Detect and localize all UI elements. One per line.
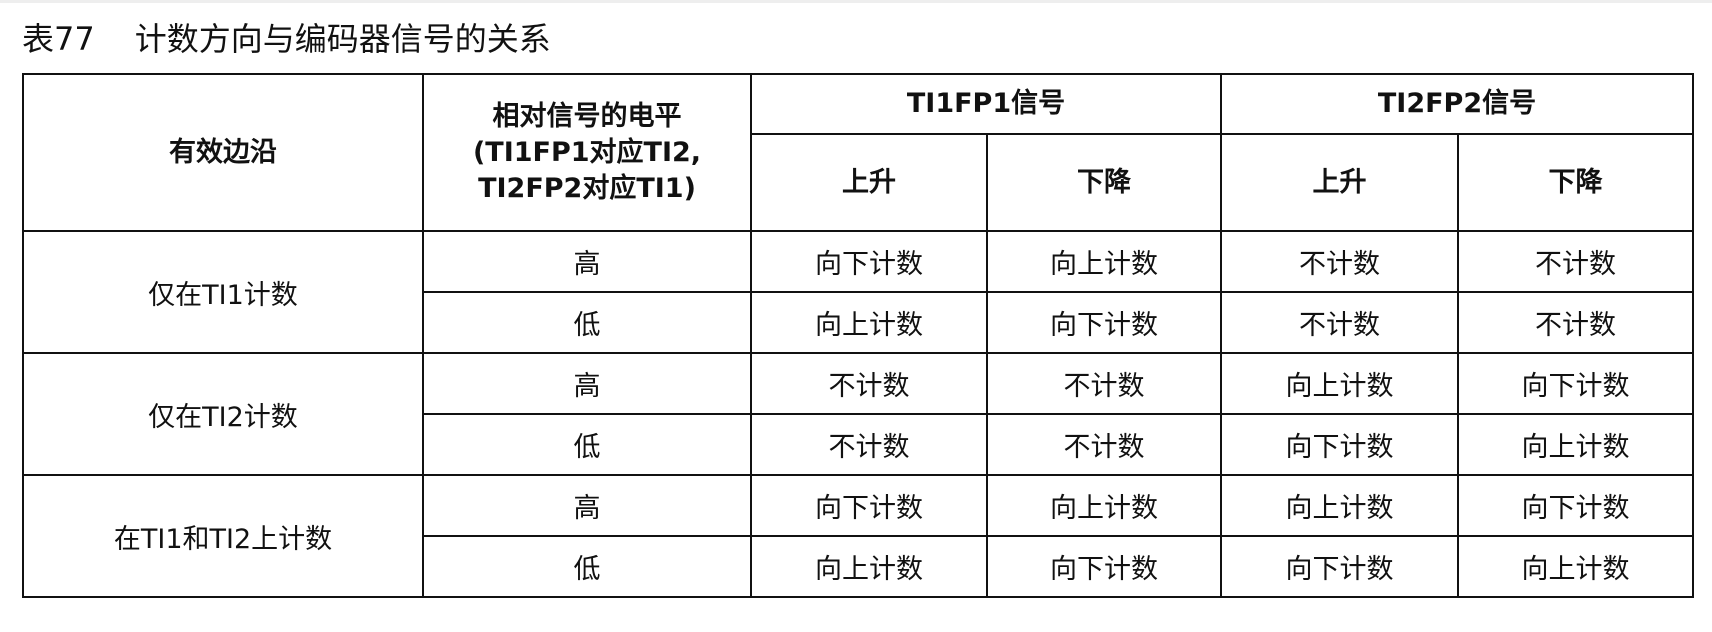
header-level-line: TI2FP2对应TI1)	[478, 172, 696, 204]
edge-cell: 仅在TI1计数	[22, 230, 424, 354]
header-level-line: (TI1FP1对应TI2,	[472, 136, 702, 168]
table-row: 在TI1和TI2上计数高向下计数 向上计数 向上计数 向下计数	[22, 474, 1694, 598]
direction-cell: 不计数	[986, 413, 1222, 476]
direction-cell: 不计数	[750, 352, 988, 415]
header-ti2-rise: 上升	[1220, 133, 1459, 232]
top-bar	[0, 0, 1712, 3]
subheader-row: 上升 下降 上升 下降	[23, 133, 1694, 232]
direction-cell: 向下计数	[750, 474, 988, 537]
direction-cell: 不计数	[1457, 230, 1694, 293]
direction-cell: 不计数	[986, 352, 1222, 415]
direction-cell: 不计数	[1457, 291, 1694, 354]
table-row: 仅在TI1计数高向下计数 向上计数 不计数 不计数	[22, 230, 1694, 354]
level-cell: 高	[422, 474, 752, 537]
header-ti1-fall: 下降	[986, 133, 1222, 232]
header-ti2fp2: TI2FP2信号	[1220, 73, 1694, 135]
header-ti1-rise: 上升	[750, 133, 988, 232]
direction-cell: 向下计数	[1220, 535, 1459, 598]
edge-cell: 在TI1和TI2上计数	[22, 474, 424, 598]
direction-cell: 向下计数	[986, 291, 1222, 354]
header-ti1fp1: TI1FP1信号	[750, 73, 1222, 135]
direction-cell: 向下计数	[750, 230, 988, 293]
direction-cell: 向下计数	[1220, 413, 1459, 476]
direction-cell: 不计数	[1220, 230, 1459, 293]
level-cell: 低	[422, 413, 752, 476]
level-cell: 低	[422, 291, 752, 354]
direction-cell: 不计数	[750, 413, 988, 476]
header-ti2-fall: 下降	[1457, 133, 1694, 232]
header-level: 相对信号的电平 (TI1FP1对应TI2, TI2FP2对应TI1)	[422, 73, 752, 232]
level-cell: 高	[422, 230, 752, 293]
table-title: 计数方向与编码器信号的关系	[134, 20, 551, 58]
encoder-direction-table: 有效边沿 相对信号的电平 (TI1FP1对应TI2, TI2FP2对应TI1) …	[22, 73, 1694, 598]
direction-cell: 向上计数	[1220, 352, 1459, 415]
direction-cell: 向上计数	[1457, 413, 1694, 476]
level-cell: 高	[422, 352, 752, 415]
direction-cell: 向上计数	[986, 474, 1222, 537]
header-edge: 有效边沿	[22, 73, 424, 232]
table-row: 仅在TI2计数高不计数 不计数 向上计数 向下计数	[22, 352, 1694, 476]
direction-cell: 向上计数	[750, 291, 988, 354]
table-number: 表77	[22, 20, 95, 58]
header-row: 有效边沿 相对信号的电平 (TI1FP1对应TI2, TI2FP2对应TI1) …	[22, 73, 1694, 232]
edge-cell: 仅在TI2计数	[22, 352, 424, 476]
direction-cell: 向下计数	[1457, 352, 1694, 415]
direction-cell: 不计数	[1220, 291, 1459, 354]
direction-cell: 向下计数	[1457, 474, 1694, 537]
table-row: 低向上计数 向下计数 向下计数 向上计数	[23, 535, 1694, 598]
direction-cell: 向上计数	[986, 230, 1222, 293]
direction-cell: 向下计数	[986, 535, 1222, 598]
direction-cell: 向上计数	[750, 535, 988, 598]
table-row: 低不计数 不计数 向下计数 向上计数	[23, 413, 1694, 476]
direction-cell: 向上计数	[1220, 474, 1459, 537]
table-row: 低向上计数 向下计数 不计数 不计数	[23, 291, 1694, 354]
level-cell: 低	[422, 535, 752, 598]
direction-cell: 向上计数	[1457, 535, 1694, 598]
header-level-line: 相对信号的电平	[492, 100, 682, 132]
table-caption: 表77 计数方向与编码器信号的关系	[22, 14, 551, 60]
